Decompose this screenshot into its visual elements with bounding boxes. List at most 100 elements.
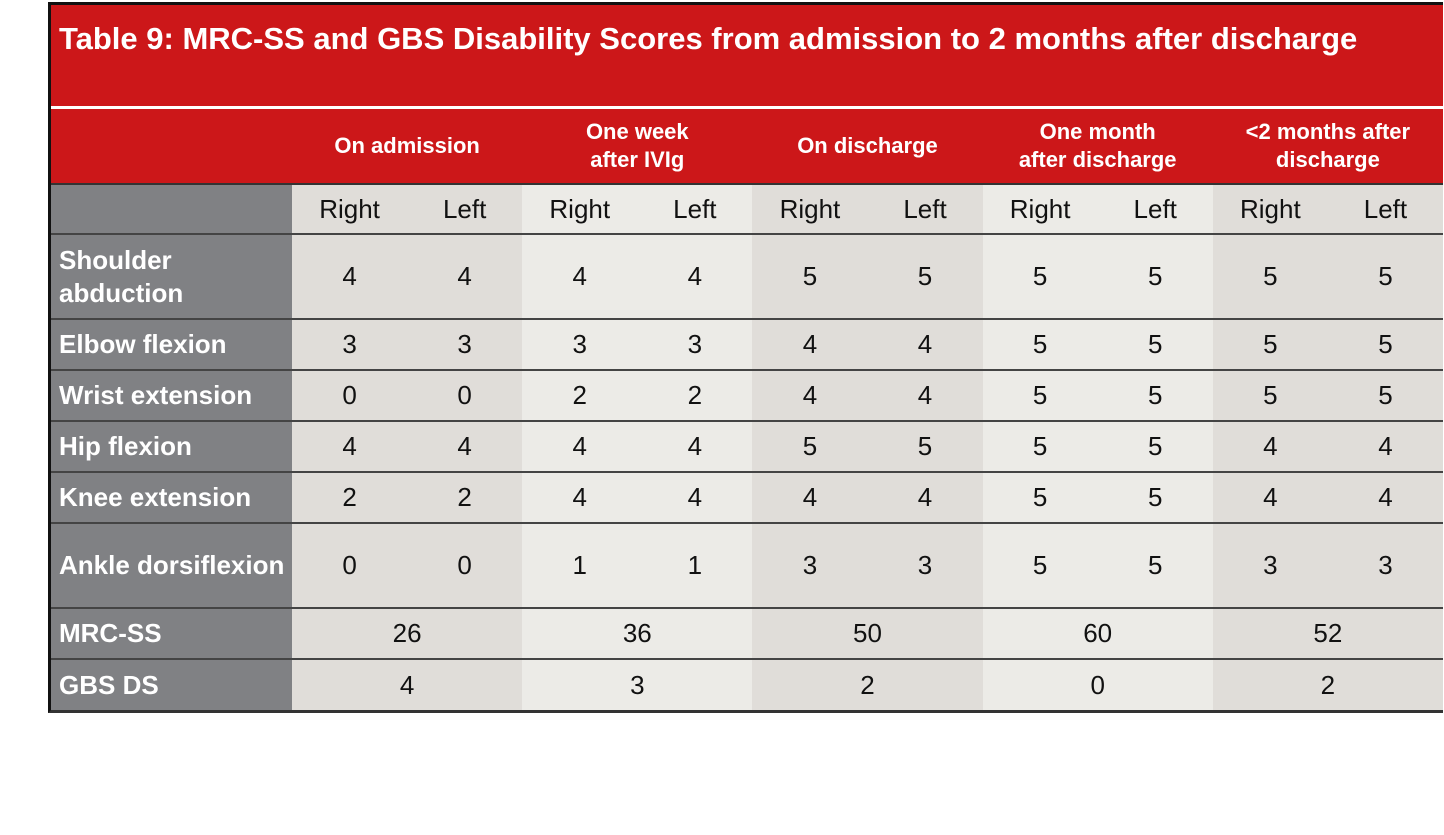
side-header: Right	[752, 184, 868, 235]
group-header-line: On admission	[334, 133, 480, 158]
score-cell: 5	[867, 421, 983, 473]
summary-cell: 50	[752, 608, 983, 660]
score-cell: 2	[637, 370, 753, 422]
score-cell: 5	[752, 234, 868, 320]
score-cell: 5	[1327, 370, 1443, 422]
score-cell: 4	[407, 234, 523, 320]
score-cell: 5	[982, 421, 1098, 473]
row-label: Knee extension	[51, 472, 292, 524]
score-cell: 3	[407, 319, 523, 371]
header-corner	[51, 109, 292, 185]
score-cell: 0	[407, 370, 523, 422]
score-cell: 3	[522, 319, 638, 371]
group-header-line: after IVIg	[590, 147, 685, 172]
score-cell: 2	[407, 472, 523, 524]
score-cell: 5	[1097, 319, 1213, 371]
score-cell: 5	[1327, 319, 1443, 371]
score-cell: 5	[1097, 370, 1213, 422]
group-header: On discharge	[752, 109, 983, 185]
score-cell: 4	[752, 472, 868, 524]
score-cell: 3	[1327, 523, 1443, 609]
row-label: Shoulder abduction	[51, 234, 292, 320]
scores-table: On admission One week after IVIg On dischar…	[51, 109, 1443, 710]
score-cell: 4	[867, 472, 983, 524]
score-cell: 5	[1097, 472, 1213, 524]
summary-cell: 60	[982, 608, 1213, 660]
score-cell: 4	[1212, 421, 1328, 473]
score-cell: 0	[407, 523, 523, 609]
score-cell: 5	[1212, 319, 1328, 371]
summary-cell: 2	[1212, 659, 1443, 710]
score-cell: 5	[982, 370, 1098, 422]
score-cell: 4	[522, 234, 638, 320]
group-header-line: One week	[585, 119, 689, 144]
row-label: Wrist extension	[51, 370, 292, 422]
score-cell: 5	[982, 523, 1098, 609]
row-label: Elbow flexion	[51, 319, 292, 371]
summary-cell: 2	[752, 659, 983, 710]
table-title: Table 9: MRC-SS and GBS Disability Score…	[51, 5, 1443, 109]
row-label: Ankle dorsiflexion	[51, 523, 292, 609]
score-cell: 2	[522, 370, 638, 422]
side-header: Right	[522, 184, 638, 235]
score-cell: 4	[867, 319, 983, 371]
group-header-line: <2 months after	[1245, 119, 1411, 144]
score-cell: 4	[292, 421, 408, 473]
score-cell: 5	[752, 421, 868, 473]
score-cell: 5	[982, 234, 1098, 320]
score-cell: 4	[637, 472, 753, 524]
score-cell: 5	[1212, 234, 1328, 320]
side-header: Left	[407, 184, 523, 235]
side-header: Right	[292, 184, 408, 235]
group-header-line: On discharge	[797, 133, 938, 158]
score-cell: 5	[1212, 370, 1328, 422]
group-header: On admission	[292, 109, 523, 185]
side-header: Left	[1097, 184, 1213, 235]
summary-cell: 36	[522, 608, 753, 660]
table-container: Table 9: MRC-SS and GBS Disability Score…	[48, 2, 1443, 713]
summary-cell: 3	[522, 659, 753, 710]
summary-cell: 26	[292, 608, 523, 660]
group-header: One week after IVIg	[522, 109, 753, 185]
score-cell: 5	[1097, 234, 1213, 320]
score-cell: 4	[522, 472, 638, 524]
score-cell: 5	[1097, 421, 1213, 473]
side-header: Right	[982, 184, 1098, 235]
score-cell: 4	[1327, 472, 1443, 524]
score-cell: 4	[292, 234, 408, 320]
summary-cell: 4	[292, 659, 523, 710]
row-label: Hip flexion	[51, 421, 292, 473]
score-cell: 4	[867, 370, 983, 422]
score-cell: 5	[982, 472, 1098, 524]
score-cell: 4	[522, 421, 638, 473]
score-cell: 5	[1327, 234, 1443, 320]
group-header-line: One month	[1039, 119, 1156, 144]
score-cell: 1	[522, 523, 638, 609]
group-header: One month after discharge	[982, 109, 1213, 185]
summary-label: GBS DS	[51, 659, 292, 710]
group-header-line: after discharge	[1018, 147, 1177, 172]
side-header: Left	[637, 184, 753, 235]
score-cell: 3	[1212, 523, 1328, 609]
score-cell: 5	[982, 319, 1098, 371]
score-cell: 4	[637, 421, 753, 473]
side-header: Left	[867, 184, 983, 235]
score-cell: 0	[292, 523, 408, 609]
side-header: Left	[1327, 184, 1443, 235]
score-cell: 3	[867, 523, 983, 609]
summary-cell: 52	[1212, 608, 1443, 660]
summary-label: MRC-SS	[51, 608, 292, 660]
score-cell: 5	[867, 234, 983, 320]
side-header: Right	[1212, 184, 1328, 235]
score-cell: 1	[637, 523, 753, 609]
score-cell: 4	[637, 234, 753, 320]
score-cell: 4	[1212, 472, 1328, 524]
side-header-corner	[51, 184, 292, 235]
score-cell: 4	[407, 421, 523, 473]
score-cell: 3	[292, 319, 408, 371]
score-cell: 4	[752, 370, 868, 422]
score-cell: 3	[752, 523, 868, 609]
group-header-line: discharge	[1275, 147, 1380, 172]
summary-cell: 0	[982, 659, 1213, 710]
score-cell: 4	[752, 319, 868, 371]
